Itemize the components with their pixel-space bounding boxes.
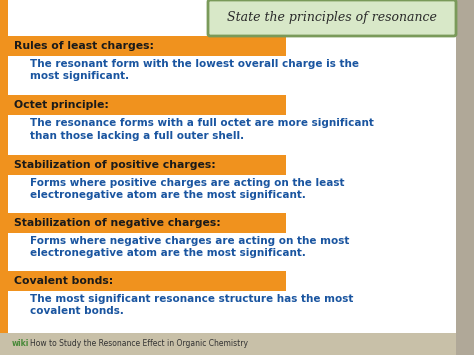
Bar (0, 333, 456, 355)
Text: The resonant form with the lowest overall charge is the
most significant.: The resonant form with the lowest overal… (30, 59, 359, 81)
Text: Forms where negative charges are acting on the most
electronegative atom are the: Forms where negative charges are acting … (30, 236, 349, 258)
Text: Stabilization of positive charges:: Stabilization of positive charges: (14, 160, 216, 170)
Text: Covalent bonds:: Covalent bonds: (14, 275, 113, 286)
Bar (8, 36, 286, 56)
Bar (0, 0, 8, 333)
Bar (8, 213, 286, 233)
Bar (8, 155, 286, 175)
Text: The resonance forms with a full octet are more significant
than those lacking a : The resonance forms with a full octet ar… (30, 119, 374, 141)
Bar (8, 95, 286, 115)
Text: Rules of least charges:: Rules of least charges: (14, 41, 154, 51)
Text: Forms where positive charges are acting on the least
electronegative atom are th: Forms where positive charges are acting … (30, 178, 345, 200)
Text: How to Study the Resonance Effect in Organic Chemistry: How to Study the Resonance Effect in Org… (30, 339, 248, 349)
Text: Octet principle:: Octet principle: (14, 100, 109, 110)
Bar (8, 271, 286, 291)
Text: wiki: wiki (12, 339, 29, 349)
Text: State the principles of resonance: State the principles of resonance (227, 11, 437, 24)
Bar (456, 0, 474, 355)
FancyBboxPatch shape (208, 0, 456, 36)
Text: Stabilization of negative charges:: Stabilization of negative charges: (14, 218, 221, 228)
Text: The most significant resonance structure has the most
covalent bonds.: The most significant resonance structure… (30, 294, 354, 316)
